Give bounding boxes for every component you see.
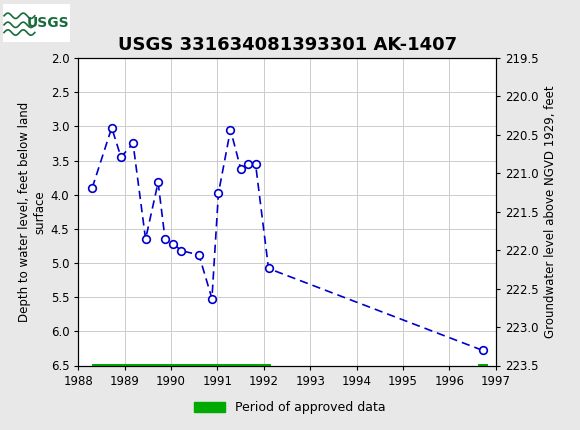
Text: USGS: USGS	[27, 15, 70, 30]
Y-axis label: Depth to water level, feet below land
surface: Depth to water level, feet below land su…	[19, 101, 46, 322]
Y-axis label: Groundwater level above NGVD 1929, feet: Groundwater level above NGVD 1929, feet	[544, 86, 557, 338]
Title: USGS 331634081393301 AK-1407: USGS 331634081393301 AK-1407	[118, 36, 456, 54]
Legend: Period of approved data: Period of approved data	[189, 396, 391, 419]
Bar	[3, 3, 70, 42]
Bar	[92, 364, 271, 367]
Bar	[478, 364, 488, 367]
